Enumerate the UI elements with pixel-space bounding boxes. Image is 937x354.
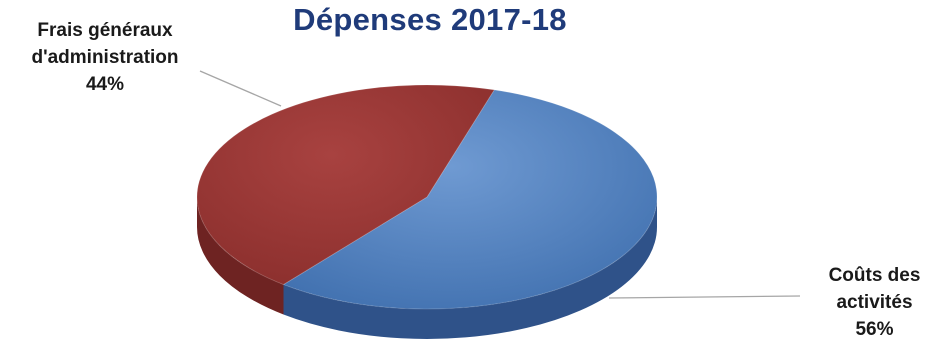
pie-side-activites	[283, 197, 657, 339]
slice-percent-activites: 56%	[855, 319, 894, 340]
leader-line-admin	[199, 70, 282, 107]
pie-slice-admin	[196, 84, 496, 286]
slice-percent-admin: 44%	[85, 74, 125, 95]
slice-label-activites-line2: activités	[836, 292, 913, 313]
pie-side-admin	[197, 197, 284, 315]
pie-slice-activites	[282, 89, 658, 310]
slice-label-admin-line1: Frais généraux	[37, 20, 173, 41]
slice-label-activites-line1: Coûts des	[828, 265, 921, 286]
leader-line-activites	[608, 295, 801, 299]
slice-label-admin: Frais généraux d'administration 44%	[0, 17, 210, 98]
slice-label-admin-line2: d'administration	[31, 47, 179, 68]
slice-label-activites: Coûts des activités 56%	[812, 262, 937, 343]
chart-title: Dépenses 2017-18	[293, 2, 567, 37]
